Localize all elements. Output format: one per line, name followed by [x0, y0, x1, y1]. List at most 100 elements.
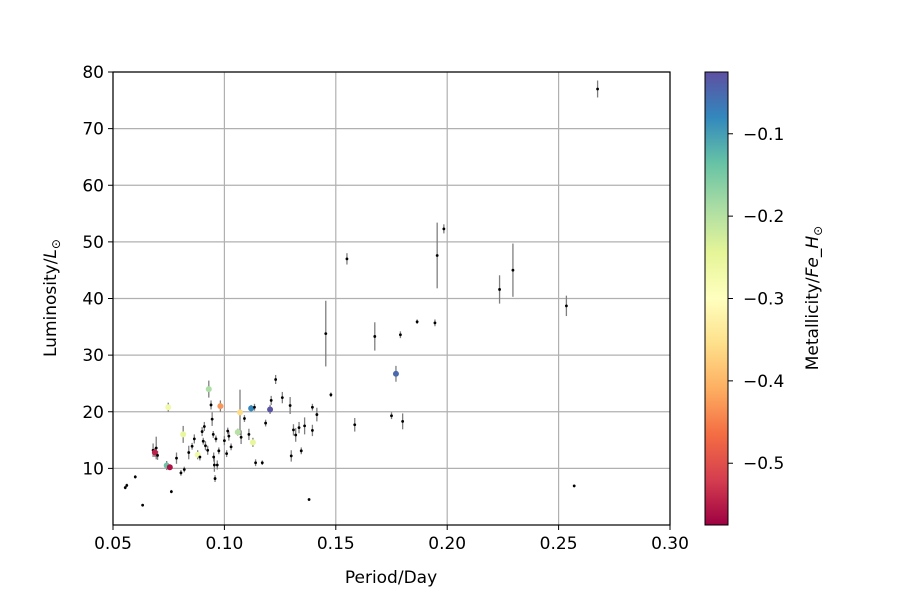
data-point [125, 483, 129, 487]
data-point-colored [205, 386, 212, 393]
x-tick-label: 0.10 [205, 534, 243, 554]
y-axis-label-symbol: L [41, 249, 61, 258]
data-point [179, 471, 183, 475]
x-tick-label: 0.05 [94, 534, 132, 554]
data-point [294, 433, 298, 437]
data-point-colored [236, 409, 243, 416]
data-point [182, 468, 186, 471]
data-point-colored [165, 404, 172, 411]
data-point [324, 332, 328, 336]
data-point [442, 227, 446, 231]
data-point [345, 257, 349, 261]
data-point [206, 448, 210, 452]
y-axis-label-subscript: ⊙ [49, 239, 63, 249]
data-point-colored [234, 429, 241, 436]
data-point [299, 449, 303, 453]
data-point [154, 446, 158, 450]
colorbar-tick-label: −0.5 [743, 454, 784, 474]
data-point [200, 430, 204, 433]
colorbar-tick-label: −0.2 [743, 207, 784, 227]
colorbar-label: Metallicity/Fe_H⊙ [803, 226, 825, 371]
data-point-colored [248, 405, 255, 412]
data-point [311, 405, 314, 409]
colorbar-label-fe: Fe_H [803, 236, 823, 278]
colorbar-gradient [704, 71, 729, 526]
y-axis-ticks: 10 20 30 40 50 60 70 80 [82, 63, 113, 479]
data-point [269, 399, 273, 402]
y-axis-label-text: Luminosity/ [41, 258, 61, 357]
data-point [213, 477, 217, 480]
data-point [390, 414, 393, 418]
data-point [401, 419, 405, 423]
data-point-colored [249, 439, 256, 446]
data-point [243, 417, 246, 420]
plot-area: 0.05 0.10 0.15 0.20 0.25 0.30 10 20 30 40 50 60 70 8… [82, 63, 689, 554]
data-point [141, 503, 145, 507]
data-point [572, 484, 576, 488]
x-axis-ticks: 0.05 0.10 0.15 0.20 0.25 0.30 [94, 525, 689, 554]
colorbar-ticks: −0.1 −0.2 −0.3 −0.4 −0.5 [728, 125, 784, 474]
colorbar-label-text: Metallicity/ [803, 277, 823, 370]
data-point [156, 453, 159, 457]
data-point [202, 425, 206, 428]
error-bars [124, 80, 599, 507]
data-point [198, 455, 202, 459]
y-tick-label: 10 [82, 459, 104, 479]
data-point [190, 444, 194, 448]
data-point [209, 403, 213, 407]
data-point [227, 434, 231, 438]
colorbar-tick-label: −0.3 [743, 290, 784, 310]
data-point-colored [151, 449, 158, 456]
data-point [280, 396, 284, 399]
data-point [353, 423, 357, 427]
data-point [297, 426, 301, 430]
data-point [201, 439, 205, 443]
y-tick-label: 80 [82, 63, 104, 83]
y-tick-label: 50 [82, 233, 104, 253]
colorbar: −0.1 −0.2 −0.3 −0.4 −0.5 Metallicity/Fe_H⊙ [704, 71, 825, 526]
data-point [169, 490, 173, 493]
data-point [511, 268, 515, 272]
x-tick-label: 0.25 [540, 534, 578, 554]
data-point [187, 451, 191, 454]
data-point [247, 433, 251, 436]
data-point [223, 439, 226, 443]
data-point [212, 463, 216, 467]
x-tick-label: 0.15 [317, 534, 355, 554]
data-point [212, 455, 216, 459]
data-point [373, 335, 377, 338]
y-tick-label: 20 [82, 403, 104, 423]
data-point [289, 454, 293, 458]
y-tick-label: 40 [82, 290, 104, 310]
y-tick-label: 60 [82, 176, 104, 196]
data-point [239, 435, 243, 439]
data-point [329, 393, 333, 397]
data-point [596, 87, 599, 91]
data-point [210, 417, 214, 421]
data-point [415, 320, 419, 324]
colorbar-label-subscript: ⊙ [811, 226, 825, 236]
data-point [204, 444, 207, 448]
data-point [311, 429, 314, 432]
data-point [254, 461, 257, 465]
data-point [292, 428, 295, 432]
data-point [433, 321, 437, 325]
colorbar-tick-label: −0.4 [743, 372, 784, 392]
data-point [215, 463, 219, 467]
data-point [288, 404, 292, 407]
data-point [260, 461, 264, 465]
data-point-colored [392, 370, 399, 377]
colorbar-tick-label: −0.1 [743, 125, 784, 145]
data-point-colored [217, 403, 224, 410]
data-point-colored [180, 431, 187, 438]
data-point [253, 405, 256, 409]
data-point [307, 498, 311, 501]
data-point-colored [166, 464, 173, 471]
data-point [123, 486, 127, 490]
data-point [175, 456, 178, 460]
data-point [274, 378, 278, 381]
data-point [435, 254, 439, 257]
data-point [211, 433, 215, 436]
x-axis-label: Period/Day [345, 568, 437, 588]
